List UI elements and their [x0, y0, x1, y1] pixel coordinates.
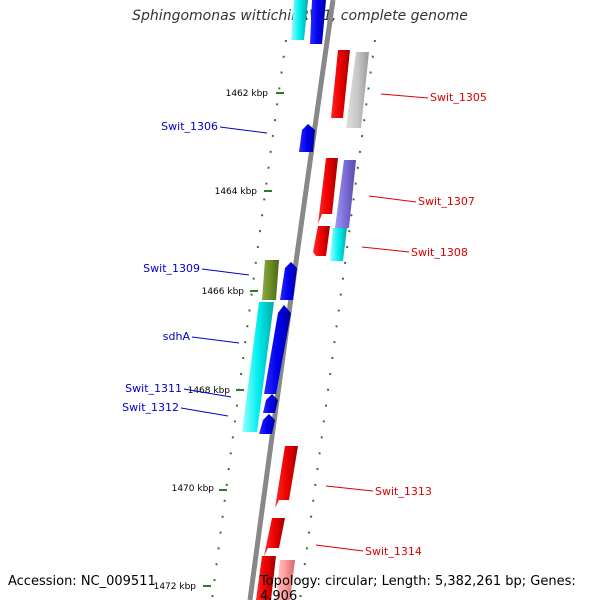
leader-swit-1313: [325, 485, 374, 492]
topology-text: Topology: circular; Length: 5,382,261 bp…: [260, 574, 576, 600]
tick-label-1470: 1470 kbp: [172, 484, 215, 494]
leader-swit-1309: [201, 268, 250, 276]
gene-swit-1311[interactable]: [263, 394, 278, 413]
gene-swit-1308-homolog[interactable]: [330, 228, 347, 261]
leader-swit-1307: [368, 195, 417, 203]
tick-label-1462: 1462 kbp: [226, 89, 269, 99]
gene-swit-1309[interactable]: [280, 262, 297, 300]
label-swit-1306[interactable]: Swit_1306: [161, 120, 218, 133]
accession-text: Accession: NC_009511: [8, 574, 156, 589]
gene-top-cyan[interactable]: [291, 0, 308, 40]
label-swit-1308[interactable]: Swit_1308: [411, 246, 468, 259]
tick-label-1464: 1464 kbp: [215, 187, 258, 197]
leader-sdha: [191, 336, 240, 344]
leader-swit-1308: [361, 246, 410, 253]
tick-label-1468: 1468 kbp: [188, 386, 231, 396]
tick-label-1472: 1472 kbp: [154, 582, 197, 592]
label-swit-1313[interactable]: Swit_1313: [375, 485, 432, 498]
label-swit-1309[interactable]: Swit_1309: [143, 262, 200, 275]
leader-swit-1306: [219, 126, 268, 134]
tick-label-1466: 1466 kbp: [202, 287, 245, 297]
gene-swit-1307[interactable]: [318, 158, 338, 224]
leader-swit-1305: [380, 93, 429, 99]
gene-bottom-red[interactable]: [256, 556, 276, 600]
gene-swit-1305[interactable]: [330, 50, 350, 128]
leader-swit-1312: [180, 407, 229, 417]
gene-swit-1306[interactable]: [299, 124, 315, 152]
gene-swit-1307-homolog[interactable]: [335, 160, 356, 228]
label-swit-1314[interactable]: Swit_1314: [365, 545, 422, 558]
gene-swit-1305-homolog[interactable]: [346, 52, 369, 128]
leader-swit-1311: [183, 388, 232, 398]
label-swit-1311[interactable]: Swit_1311: [125, 382, 182, 395]
gene-swit-1314[interactable]: [264, 518, 285, 556]
gene-top-blue[interactable]: [310, 0, 326, 44]
label-swit-1307[interactable]: Swit_1307: [418, 195, 475, 208]
inner-tick-track: [211, 39, 287, 600]
label-swit-1312[interactable]: Swit_1312: [122, 401, 179, 414]
gene-swit-1309-olive[interactable]: [262, 260, 279, 300]
gene-swit-1308[interactable]: [313, 226, 330, 256]
label-swit-1305[interactable]: Swit_1305: [430, 91, 487, 104]
leader-swit-1314: [315, 544, 364, 552]
gene-swit-1313[interactable]: [275, 446, 298, 508]
outer-tick-track: [299, 39, 376, 600]
gene-sdha-cyan[interactable]: [242, 302, 274, 432]
gene-sdha[interactable]: [264, 305, 291, 394]
gene-bottom-pink[interactable]: [276, 560, 295, 600]
label-sdha[interactable]: sdhA: [163, 330, 191, 343]
gene-swit-1312[interactable]: [259, 414, 275, 434]
